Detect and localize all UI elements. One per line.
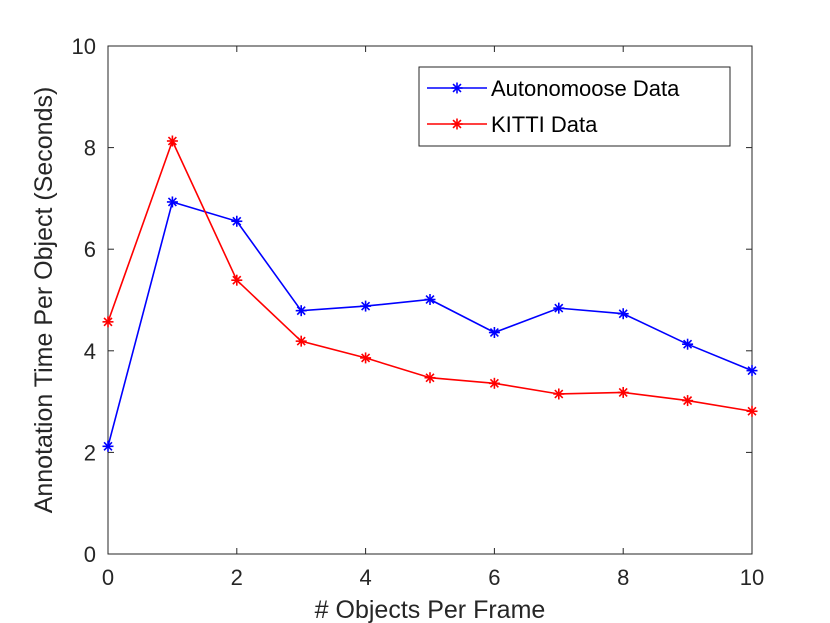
legend-label: KITTI Data (491, 112, 598, 137)
legend-label: Autonomoose Data (491, 76, 680, 101)
x-tick-label: 6 (488, 565, 500, 590)
data-point (553, 302, 565, 314)
legend: Autonomoose Data KITTI Data (418, 66, 731, 147)
legend-marker (451, 82, 463, 94)
data-point (746, 365, 758, 377)
data-point (102, 440, 114, 452)
series-1 (102, 135, 758, 417)
data-point (424, 372, 436, 384)
y-tick-label: 6 (84, 237, 96, 262)
data-point (166, 135, 178, 147)
data-point (682, 338, 694, 350)
data-point (617, 386, 629, 398)
legend-marker (451, 118, 463, 130)
data-point (746, 405, 758, 417)
data-point (488, 377, 500, 389)
data-point (360, 352, 372, 364)
data-point (295, 305, 307, 317)
x-tick-label: 10 (740, 565, 764, 590)
y-tick-label: 10 (72, 34, 96, 59)
data-point (102, 316, 114, 328)
axes: 0 2 4 6 8 10 0 2 4 6 8 10 (72, 34, 765, 590)
legend-entry-0: Autonomoose Data (427, 76, 680, 101)
y-axis-title: Annotation Time Per Object (Seconds) (30, 87, 58, 514)
x-axis-title: # Objects Per Frame (315, 596, 546, 623)
data-point (424, 293, 436, 305)
y-tick-label: 8 (84, 136, 96, 161)
series-0 (102, 196, 758, 452)
data-point (360, 300, 372, 312)
legend-box (418, 66, 731, 147)
y-tick-label: 2 (84, 440, 96, 465)
data-point (231, 215, 243, 227)
data-point (166, 196, 178, 208)
y-tick-label: 0 (84, 542, 96, 567)
x-tick-label: 2 (231, 565, 243, 590)
data-point (617, 308, 629, 320)
data-point (295, 335, 307, 347)
y-tick-label: 4 (84, 339, 96, 364)
series-layer (102, 135, 758, 452)
data-point (488, 327, 500, 339)
data-point (553, 388, 565, 400)
data-point (682, 395, 694, 407)
x-tick-label: 4 (359, 565, 371, 590)
x-tick-label: 8 (617, 565, 629, 590)
x-tick-label: 0 (102, 565, 114, 590)
data-point (231, 274, 243, 286)
legend-entry-1: KITTI Data (427, 112, 598, 137)
